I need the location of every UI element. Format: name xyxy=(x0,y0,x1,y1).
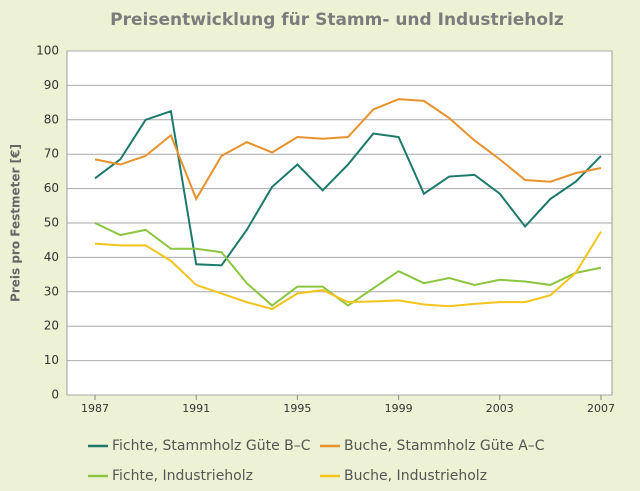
y-tick-label: 10 xyxy=(44,353,59,367)
x-tick-label: 1987 xyxy=(81,402,109,415)
series-line xyxy=(94,231,602,311)
y-tick-label: 50 xyxy=(44,216,59,230)
chart-title: Preisentwicklung für Stamm- und Industri… xyxy=(110,10,564,30)
legend-label: Fichte, Stammholz Güte B–C xyxy=(112,438,311,454)
y-tick-label: 40 xyxy=(44,250,59,264)
y-tick-label: 90 xyxy=(44,78,59,92)
x-tick-label: 1991 xyxy=(182,402,210,415)
y-tick-label: 30 xyxy=(44,284,59,298)
series-line xyxy=(94,98,602,202)
y-axis-label: Preis pro Festmeter [€] xyxy=(9,144,23,302)
legend-label: Buche, Stammholz Güte A–C xyxy=(344,438,545,454)
x-tick-label: 1995 xyxy=(283,402,311,415)
y-tick-label: 0 xyxy=(51,388,59,402)
y-tick-label: 20 xyxy=(44,319,59,333)
y-tick-label: 80 xyxy=(44,112,59,126)
x-tick-label: 2003 xyxy=(486,402,514,415)
legend-label: Fichte, Industrieholz xyxy=(112,468,253,484)
legend-label: Buche, Industrieholz xyxy=(344,468,487,484)
series-line xyxy=(94,222,602,307)
series-line xyxy=(94,109,602,267)
y-tick-label: 100 xyxy=(36,44,59,58)
x-tick-label: 1999 xyxy=(385,402,413,415)
y-tick-label: 60 xyxy=(44,181,59,195)
x-tick-label: 2007 xyxy=(587,402,615,415)
y-tick-label: 70 xyxy=(44,147,59,161)
